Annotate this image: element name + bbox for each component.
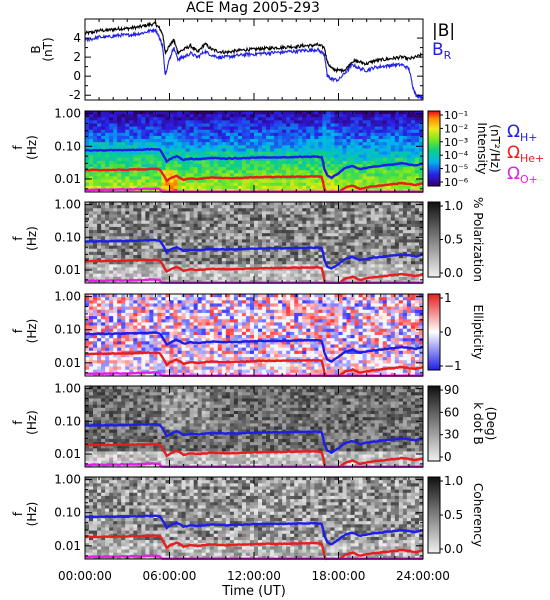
y-axis-unit: (Hz) <box>25 226 39 251</box>
gyrofreq-he-plus-trace <box>84 258 424 285</box>
colorbar-tick-label: 0.5 <box>444 233 463 247</box>
colorbar-tick-label: 10⁻⁵ <box>444 163 468 176</box>
x-axis-ticks: 00:00:00 06:00:00 12:00:00 18:00:00 24:00:00 <box>58 569 450 583</box>
colorbar-tick-label: 10⁻⁴ <box>444 149 469 162</box>
y-axis-unit: (Hz) <box>25 410 39 435</box>
y-axis-unit: (Hz) <box>25 319 39 344</box>
colorbar-label: Coherency <box>471 483 485 547</box>
y-tick-label: 0 <box>73 69 81 83</box>
colorbar-tick-label: 0.0 <box>444 266 463 280</box>
colorbar-tick-label: 10⁻¹ <box>444 109 468 122</box>
y-tick-label: 4 <box>73 31 81 45</box>
y-tick-label: 0.10 <box>54 506 81 520</box>
y-tick-label: 0.01 <box>54 447 81 461</box>
x-tick-label: 00:00:00 <box>58 569 112 583</box>
y-axis-label: f <box>11 145 25 150</box>
legend-entry: BR <box>432 40 452 62</box>
legend-entry: ΩH+ <box>507 122 538 144</box>
colorbar-tick-label: 10⁻² <box>444 122 468 135</box>
legend-entry: ΩHe+ <box>507 143 544 165</box>
colorbar-label: Intensity <box>475 122 489 174</box>
x-tick-label: 18:00:00 <box>312 569 366 583</box>
colorbar-1 <box>427 110 441 187</box>
colorbar-2 <box>427 201 441 278</box>
gyrofreq-he-plus-trace <box>84 442 424 468</box>
colorbar-label: Ellipticity <box>471 305 485 360</box>
y-tick-label: 1.00 <box>54 290 81 304</box>
y-tick-label: 0.01 <box>54 263 81 277</box>
legend-entry: |B| <box>432 21 455 41</box>
y-axis-label: f <box>11 511 25 516</box>
colorbar-unit: (nT²/Hz) <box>488 124 502 172</box>
y-tick-label: 0.01 <box>54 356 81 370</box>
colorbar-tick-label: 90 <box>444 383 459 397</box>
gyrofreq-h-plus-trace <box>84 422 424 455</box>
chart-title: ACE Mag 2005-293 <box>186 0 320 16</box>
gyrofreq-he-plus-trace <box>84 351 424 377</box>
colorbar-tick-label: 30 <box>444 428 459 442</box>
x-tick-label: 24:00:00 <box>396 569 450 583</box>
y-tick-label: 0.10 <box>54 139 81 153</box>
colorbar-4 <box>427 385 441 462</box>
y-tick-label: 1.00 <box>54 198 81 212</box>
panel-frame <box>84 18 424 101</box>
x-tick-label: 12:00:00 <box>227 569 281 583</box>
y-tick-label: -2 <box>69 88 81 102</box>
y-axis-label: B <box>29 45 43 53</box>
colorbar-tick-label: −1 <box>444 359 462 373</box>
gyrofreq-he-plus-trace <box>84 167 424 194</box>
spectrogram-panel-5 <box>85 477 423 560</box>
y-axis-label: f <box>11 328 25 333</box>
colorbar-tick-label: 0.5 <box>444 508 463 522</box>
y-tick-label: 0.10 <box>54 323 81 337</box>
gyrofreq-h-plus-trace <box>84 514 424 546</box>
colorbar-tick-label: 1 <box>444 291 452 305</box>
colorbar-tick-label: 10⁻⁶ <box>444 176 469 189</box>
colorbar-tick-label: 0 <box>444 450 452 464</box>
colorbar-tick-label: 1.0 <box>444 474 463 488</box>
colorbar-tick-label: 10⁻³ <box>444 136 468 149</box>
y-axis-unit: (nT) <box>41 37 55 61</box>
series-line-b-total <box>84 21 424 74</box>
y-tick-label: 0.01 <box>54 172 81 186</box>
y-tick-label: 1.00 <box>54 473 81 487</box>
gyrofreq-h-plus-trace <box>84 238 424 270</box>
x-tick-label: 06:00:00 <box>143 569 197 583</box>
colorbar-tick-label: 0.0 <box>444 542 463 556</box>
spectrogram-panel-2 <box>85 202 423 284</box>
spectrogram-panel-3 <box>85 294 423 377</box>
colorbar-label: k dot B <box>471 402 485 444</box>
spectrogram-panel-1 <box>85 111 423 193</box>
y-tick-label: 1.00 <box>54 382 81 396</box>
y-tick-label: 0.01 <box>54 539 81 553</box>
series-line-b-r <box>84 28 423 101</box>
colorbar-3 <box>427 293 441 371</box>
y-axis-label: f <box>11 236 25 241</box>
colorbar-tick-label: 60 <box>444 405 459 419</box>
spectrogram-panel-4 <box>85 386 423 468</box>
y-tick-label: 0.10 <box>54 414 81 428</box>
y-tick-label: 2 <box>73 50 81 64</box>
legend-entry: ΩO+ <box>507 164 538 186</box>
colorbar-5 <box>427 476 441 554</box>
colorbar-layer: 10⁻¹10⁻²10⁻³10⁻⁴10⁻⁵10⁻⁶ Intensity (nT²/Hz… <box>427 109 502 556</box>
y-axis-unit: (Hz) <box>25 135 39 160</box>
gyrofreq-h-plus-trace <box>84 331 424 363</box>
colorbar-tick-label: 1.0 <box>444 199 463 213</box>
colorbar-unit: (Deg) <box>484 407 498 441</box>
colorbar-label: % Polarization <box>471 197 485 282</box>
y-tick-label: 1.00 <box>54 107 81 121</box>
colorbar-tick-label: 0 <box>444 325 452 339</box>
axes-layer: 420-2B(nT)1.000.100.01f (Hz)1.000.100.01f… <box>11 18 424 560</box>
y-axis-label: f <box>11 420 25 425</box>
y-axis-unit: (Hz) <box>25 502 39 527</box>
gyrofreq-he-plus-trace <box>84 534 424 561</box>
gyrofreq-h-plus-trace <box>84 147 424 180</box>
x-axis-label: Time (UT) <box>221 584 286 599</box>
y-tick-label: 0.10 <box>54 230 81 244</box>
